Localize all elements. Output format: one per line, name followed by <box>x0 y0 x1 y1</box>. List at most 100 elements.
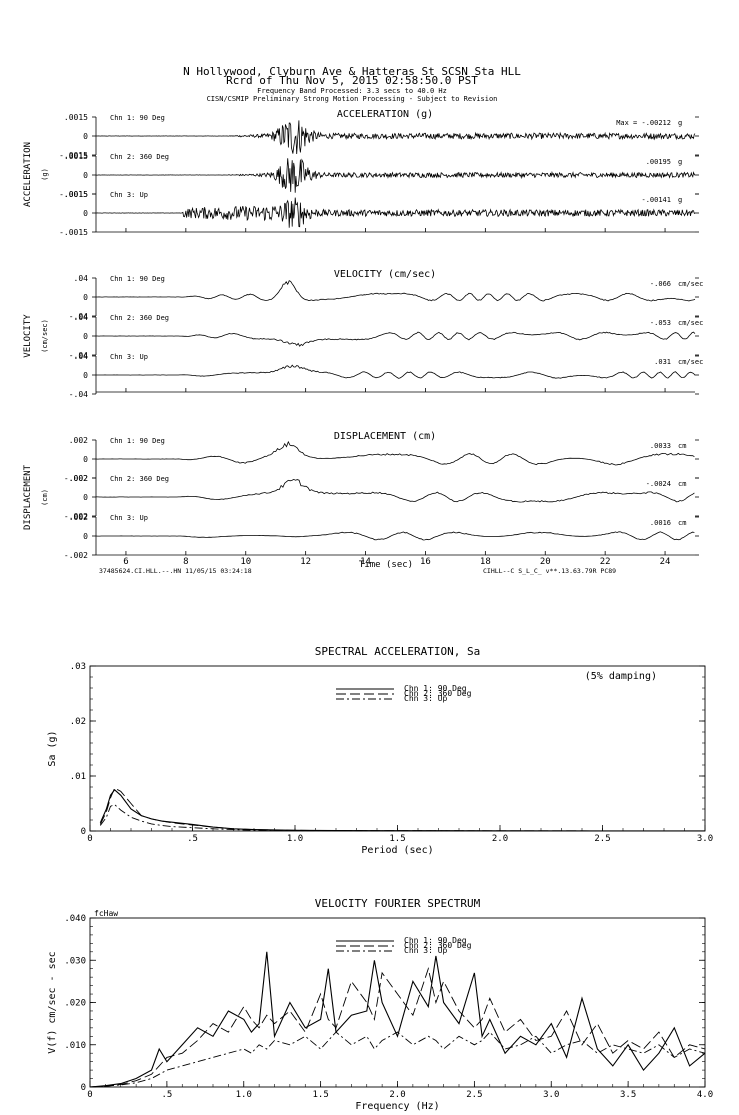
y-tick-label: -.04 <box>69 351 88 360</box>
y-tick-label: .030 <box>64 956 86 966</box>
y-tick-label: 0 <box>83 493 88 502</box>
y-tick-label: -.0015 <box>59 228 88 237</box>
legend-label: Chn 2: 360 Deg <box>404 941 472 950</box>
y-tick-label: -.04 <box>69 390 88 399</box>
series-line <box>99 804 705 832</box>
record-id-footer: 37485624.CI.HLL.--.HN 11/05/15 03:24:18 <box>99 567 252 575</box>
legend-label: Chn 1: 90 Deg <box>404 684 467 693</box>
legend-label: Chn 3: Up <box>404 694 448 703</box>
peak-value-label: -.00141 <box>641 196 671 204</box>
y-tick-label: .040 <box>64 914 86 924</box>
channel-label: Chn 2: 360 Deg <box>110 314 169 322</box>
channel-label: Chn 1: 90 Deg <box>110 437 165 445</box>
plot-frame <box>89 665 706 832</box>
vel-panel-title: VELOCITY (cm/sec) <box>334 269 436 280</box>
channel-label: Chn 3: Up <box>110 191 148 199</box>
x-tick-label: 1.5 <box>312 1090 328 1100</box>
x-axis-label: Period (sec) <box>361 845 433 856</box>
channel-label: Chn 3: Up <box>110 514 148 522</box>
x-axis-label: Frequency (Hz) <box>355 1101 439 1112</box>
y-tick-label: -.0015 <box>59 190 88 199</box>
waveform-trace <box>95 158 696 193</box>
waveform-trace <box>96 197 696 228</box>
x-tick-label: 2.0 <box>389 1090 405 1100</box>
time-tick-label: 6 <box>123 557 128 567</box>
dis-panel: DISPLACEMENT (cm) DISPLACEMENT (cm) Chn 1: … <box>23 431 699 560</box>
peak-unit-label: cm/sec <box>678 358 703 366</box>
y-tick-label: 0 <box>83 171 88 180</box>
y-tick-label: 0 <box>83 132 88 141</box>
peak-value-label: -.0024 <box>646 480 671 488</box>
time-tick-label: 12 <box>300 557 311 567</box>
time-tick-label: 14 <box>360 557 371 567</box>
acc-panel: ACCELERATION (g) ACCELERATION (g) Chn 1: 90… <box>23 109 699 237</box>
chart-title: SPECTRAL ACCELERATION, Sa <box>315 645 481 658</box>
peak-unit-label: cm/sec <box>678 280 703 288</box>
y-axis-label: V(f) cm/sec - sec <box>47 951 58 1053</box>
dis-side-label: DISPLACEMENT <box>23 464 33 530</box>
peak-unit-label: g <box>678 196 682 204</box>
peak-value-label: Max = -.00212 <box>616 119 671 127</box>
corner-label: fcHaw <box>94 909 118 918</box>
spectral-acceleration-chart: SPECTRAL ACCELERATION, Sa 0 .5 1.0 1.5 2.0 2.5… <box>47 645 713 856</box>
x-tick-label: 2.5 <box>594 834 610 844</box>
y-tick-label: .0015 <box>64 152 88 161</box>
y-tick-label: .002 <box>69 513 88 522</box>
y-tick-label: 0 <box>83 532 88 541</box>
peak-unit-label: g <box>678 119 682 127</box>
waveform-trace <box>95 440 695 466</box>
peak-value-label: .031 <box>654 358 671 366</box>
y-tick-label: .0015 <box>64 113 88 122</box>
x-tick-label: 4.0 <box>697 1090 713 1100</box>
y-tick-label: .0015 <box>64 190 88 199</box>
x-tick-label: 2.0 <box>492 834 508 844</box>
x-tick-label: 3.0 <box>697 834 713 844</box>
x-tick-label: 0 <box>87 1090 92 1100</box>
y-tick-label: -.04 <box>69 312 88 321</box>
y-tick-label: .002 <box>69 474 88 483</box>
peak-value-label: .00195 <box>646 158 671 166</box>
peak-value-label: -.066 <box>650 280 671 288</box>
series-line <box>99 787 705 832</box>
chart-title: VELOCITY FOURIER SPECTRUM <box>315 897 481 910</box>
peak-unit-label: cm/sec <box>678 319 703 327</box>
x-tick-label: 3.0 <box>543 1090 559 1100</box>
x-tick-label: 1.5 <box>389 834 405 844</box>
vel-side-label: VELOCITY <box>23 314 33 358</box>
channel-label: Chn 2: 360 Deg <box>110 153 169 161</box>
time-tick-label: 10 <box>240 557 251 567</box>
x-tick-label: 2.5 <box>466 1090 482 1100</box>
acc-panel-title: ACCELERATION (g) <box>337 109 433 120</box>
plot-frame <box>89 917 706 1088</box>
peak-value-label: .0033 <box>650 442 671 450</box>
acc-side-label: ACCELERATION <box>23 142 33 207</box>
peak-unit-label: g <box>678 158 682 166</box>
record-time: Rcrd of Thu Nov 5, 2015 02:58:50.0 PST <box>226 74 478 87</box>
legend-label: Chn 1: 90 Deg <box>404 936 467 945</box>
y-tick-label: .04 <box>74 313 89 322</box>
y-tick-label: 0 <box>83 455 88 464</box>
y-tick-label: -.002 <box>64 474 88 483</box>
peak-value-label: .0016 <box>650 519 671 527</box>
x-tick-label: .5 <box>187 834 198 844</box>
y-tick-label: .010 <box>64 1041 86 1051</box>
time-tick-label: 18 <box>480 557 491 567</box>
x-tick-label: .5 <box>161 1090 172 1100</box>
peak-unit-label: cm <box>678 442 686 450</box>
waveform-trace <box>96 280 696 302</box>
frequency-band: Frequency Band Processed: 3.3 secs to 40… <box>257 87 447 95</box>
y-tick-label: -.002 <box>64 512 88 521</box>
x-tick-label: 1.0 <box>287 834 303 844</box>
series-line <box>89 1031 706 1088</box>
y-tick-label: .02 <box>70 717 86 727</box>
legend-label: Chn 2: 360 Deg <box>404 689 472 698</box>
y-tick-label: 0 <box>81 827 86 837</box>
x-tick-label: 3.5 <box>620 1090 636 1100</box>
time-tick-label: 22 <box>600 557 611 567</box>
peak-value-label: -.053 <box>650 319 671 327</box>
waveform-trace <box>95 531 695 541</box>
y-tick-label: 0 <box>83 332 88 341</box>
y-tick-label: -.002 <box>64 551 88 560</box>
waveform-trace <box>96 331 696 347</box>
